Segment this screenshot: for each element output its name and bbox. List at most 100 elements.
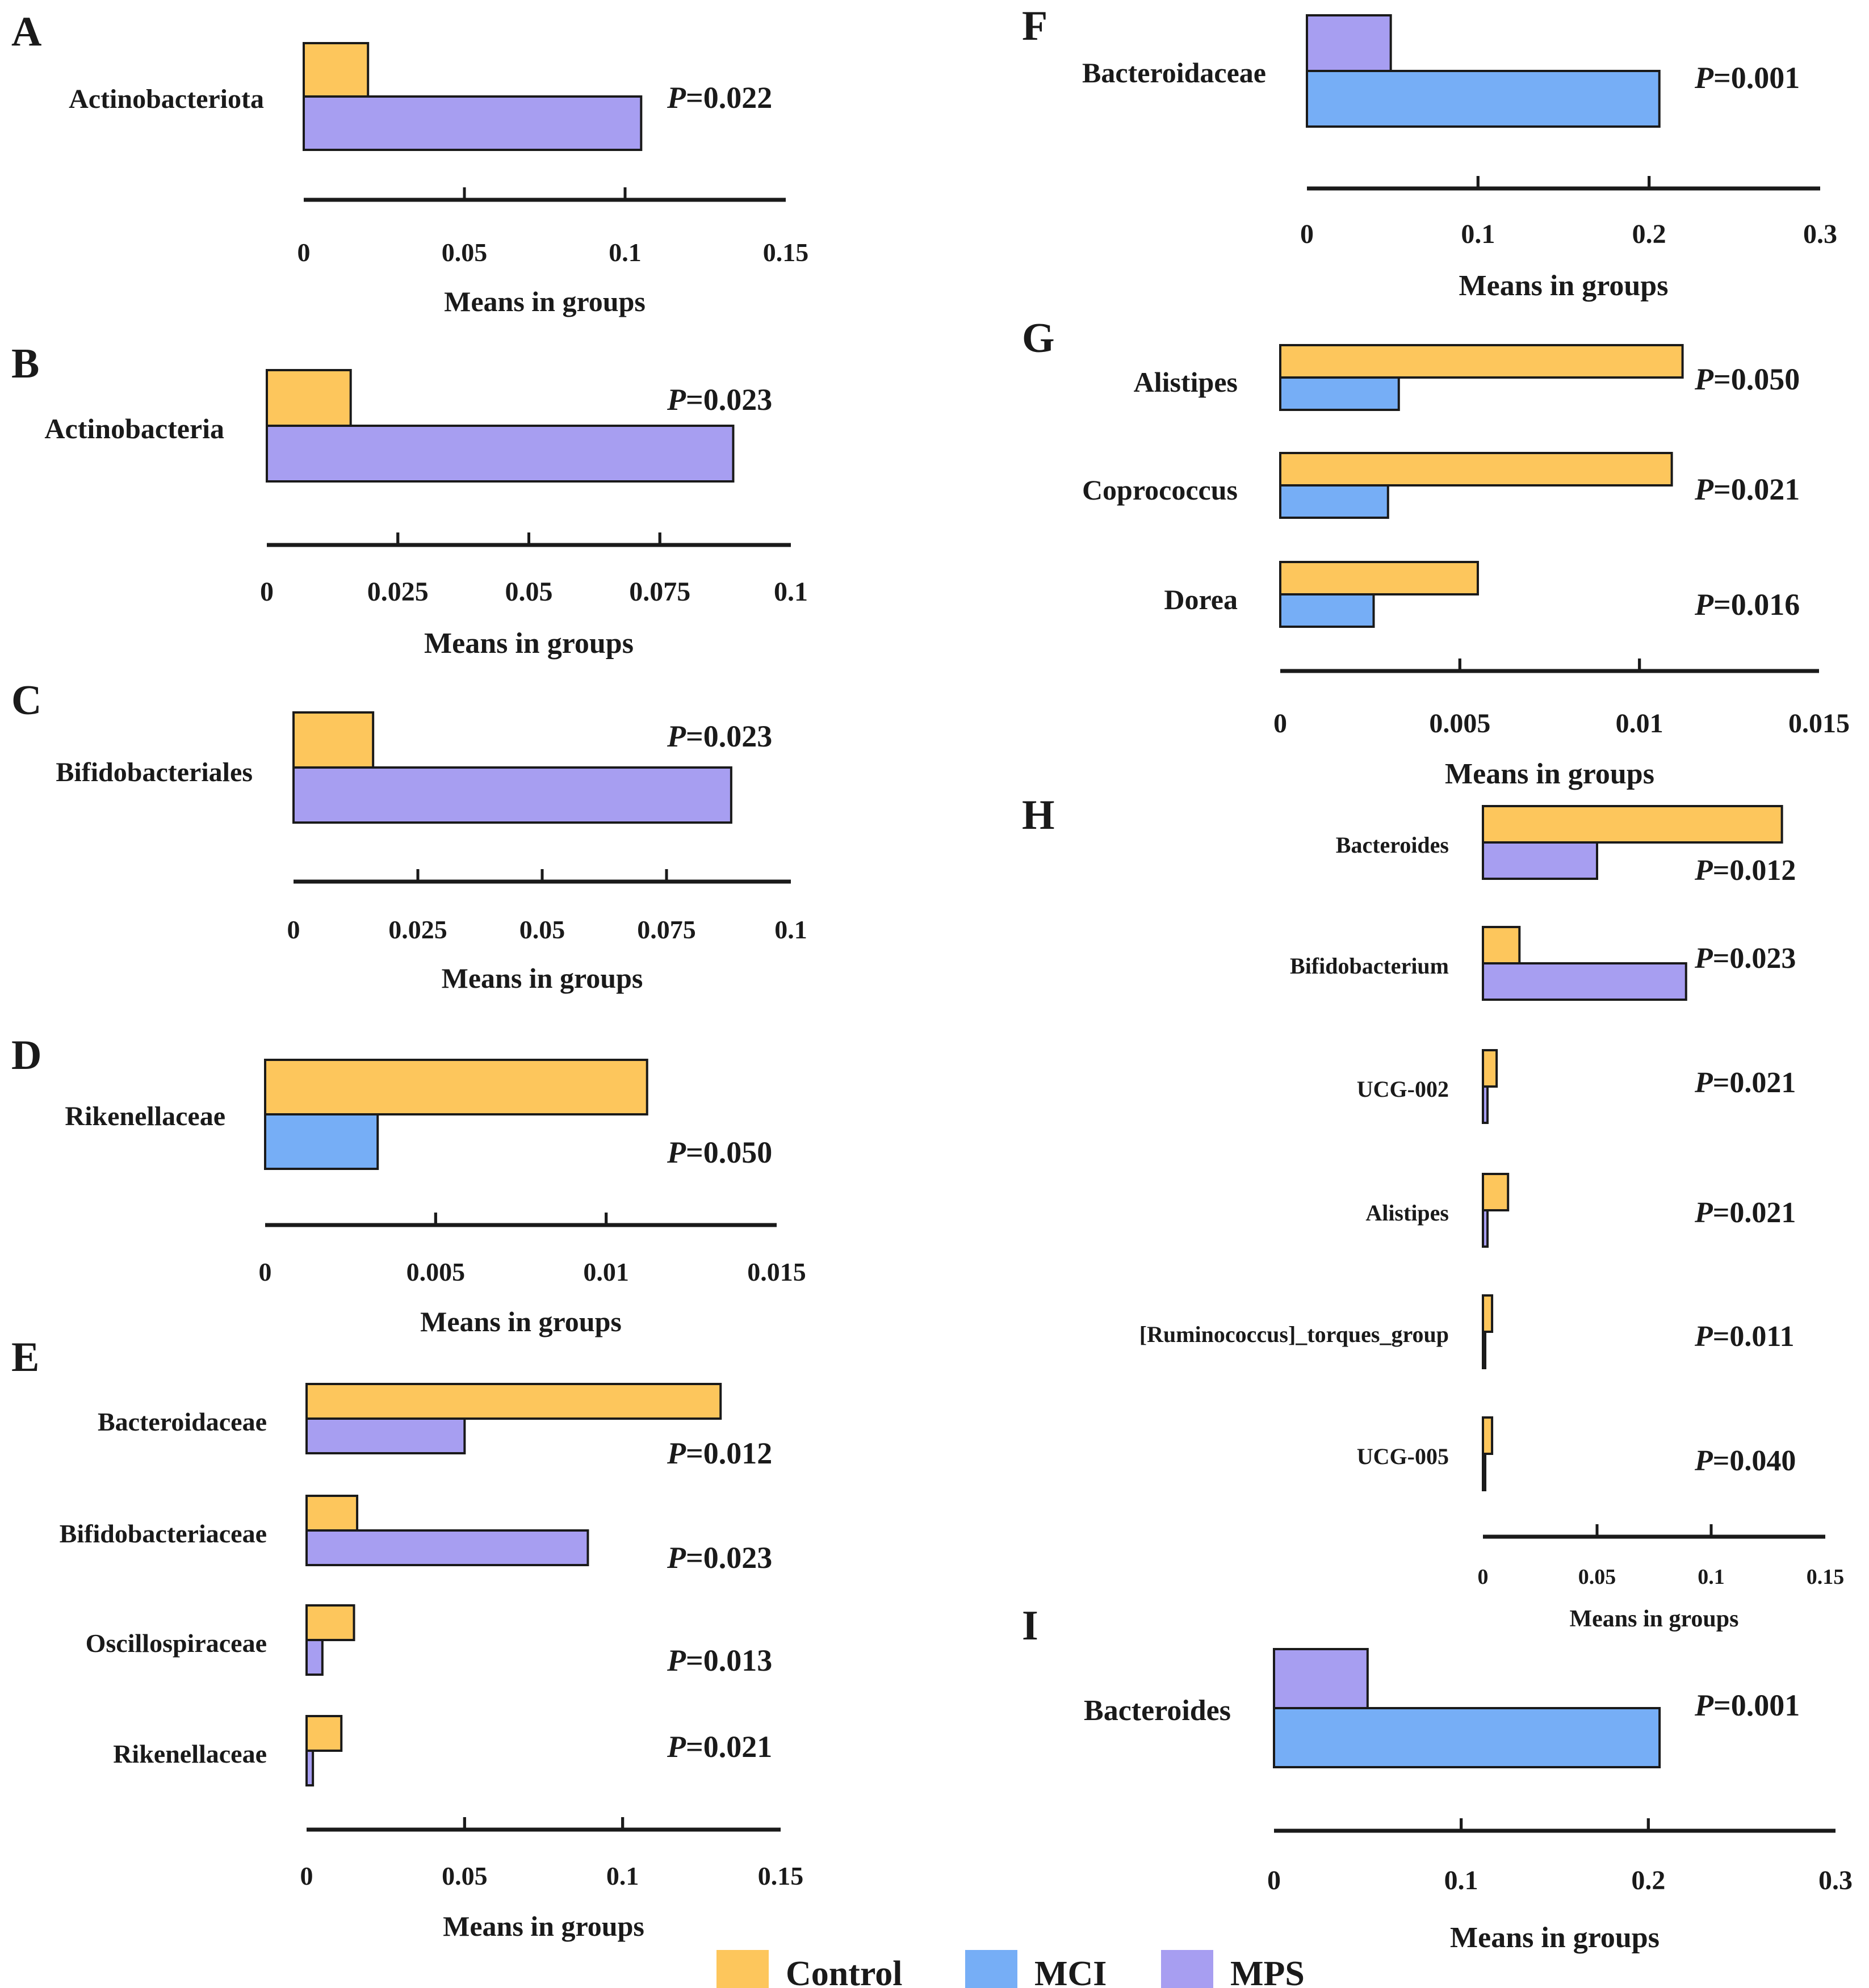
bar-mps [292, 766, 732, 824]
p-value-label: P=0.023 [667, 383, 772, 417]
x-axis-title: Means in groups [443, 1910, 644, 1942]
panel-c: C Bifidobacteriales P=0.023 0 0.025 0.05 0.075… [11, 677, 807, 994]
tick-label: 0 [300, 1861, 313, 1890]
tick-label: 0 [1267, 1865, 1281, 1895]
legend-swatch-mci [965, 1950, 1017, 1988]
category-label: [Ruminococcus]_torques_group [1139, 1322, 1449, 1347]
panel-i: I Bacteroides P=0.001 0 0.1 0.2 0.3 Means in gr… [1022, 1603, 1853, 1954]
p-symbol: P [667, 81, 686, 115]
p-symbol: P [1694, 942, 1713, 975]
p-value-label: P=0.012 [667, 1436, 772, 1470]
panel-letter: B [11, 341, 39, 387]
category-label: Bifidobacteriales [56, 757, 253, 787]
bar-mci [1306, 70, 1661, 128]
bar-mps [1482, 1453, 1487, 1491]
bar-mci [1273, 1707, 1661, 1768]
bar-mps [305, 1417, 466, 1454]
p-symbol: P [1694, 1067, 1713, 1099]
p-value-label: P=0.011 [1694, 1320, 1795, 1353]
bar-mci [1279, 376, 1400, 411]
p-symbol: P [1694, 1445, 1713, 1477]
bar-control [303, 42, 370, 98]
p-value-label: P=0.023 [1694, 942, 1796, 975]
bar-mps [303, 95, 643, 151]
p-symbol: P [1694, 362, 1714, 396]
bar-mps [1482, 1331, 1487, 1369]
bar-control [266, 369, 352, 427]
tick-label: 0.1 [774, 915, 807, 944]
tick-label: 0.05 [442, 238, 488, 267]
bar-control [1482, 1173, 1510, 1211]
p-value: =0.021 [1713, 1067, 1796, 1099]
p-value: =0.021 [1713, 472, 1800, 506]
p-symbol: P [1694, 1197, 1713, 1229]
p-value-label: P=0.016 [1694, 588, 1800, 622]
bar-mps [1482, 1209, 1489, 1248]
bar-mci [264, 1113, 379, 1170]
p-symbol: P [667, 1135, 686, 1169]
tick-label: 0.1 [606, 1861, 639, 1890]
tick-label: 0.1 [1461, 219, 1495, 249]
tick-label: 0 [1300, 219, 1314, 249]
tick-label: 0.1 [774, 577, 808, 607]
p-symbol: P [667, 1643, 686, 1677]
x-axis-title: Means in groups [420, 1306, 622, 1337]
tick-label: 0.3 [1803, 219, 1837, 249]
p-symbol: P [1694, 1688, 1714, 1722]
tick-label: 0.05 [505, 577, 553, 607]
x-axis-title: Means in groups [444, 286, 646, 317]
p-value-label: P=0.022 [667, 81, 772, 115]
p-value: =0.001 [1713, 1688, 1800, 1722]
bar-control [305, 1715, 343, 1752]
bar-mps [1482, 1085, 1489, 1124]
p-symbol: P [667, 383, 686, 417]
p-value: =0.016 [1713, 588, 1800, 622]
bar-control [1279, 344, 1684, 379]
category-label: Alistipes [1134, 366, 1238, 398]
bar-mps [305, 1750, 315, 1786]
p-value-label: P=0.040 [1694, 1445, 1796, 1477]
category-label: Alistipes [1365, 1200, 1449, 1226]
x-axis-title: Means in groups [442, 962, 643, 994]
bar-control [305, 1495, 359, 1532]
tick-label: 0.15 [763, 238, 809, 267]
category-label: Bifidobacteriaceae [60, 1519, 267, 1548]
panel-letter: A [11, 9, 41, 55]
bar-mps [305, 1639, 324, 1676]
p-value: =0.021 [1713, 1197, 1796, 1229]
category-label: UCG-005 [1357, 1444, 1449, 1469]
tick-label: 0.015 [747, 1257, 806, 1286]
tick-label: 0.1 [609, 238, 642, 267]
x-axis-title: Means in groups [1450, 1922, 1660, 1954]
p-value: =0.023 [686, 719, 772, 753]
panel-letter: G [1022, 315, 1055, 362]
bar-control [292, 711, 375, 769]
category-label: Bifidobacterium [1290, 953, 1449, 979]
x-axis-title: Means in groups [1445, 758, 1654, 790]
category-label: Bacteroides [1084, 1695, 1231, 1727]
tick-label: 0.01 [583, 1257, 629, 1286]
tick-label: 0 [259, 1257, 272, 1286]
category-label: Actinobacteria [44, 413, 224, 444]
p-value-label: P=0.023 [667, 1541, 772, 1575]
panel-f: F Bacteroidaceae P=0.001 0 0.1 0.2 0.3 Means in… [1022, 3, 1837, 302]
p-value: =0.022 [686, 81, 772, 115]
panel-letter: I [1022, 1603, 1038, 1649]
panel-a: A Actinobacteriota P=0.022 0 0.05 0.1 0.15 Mean… [11, 9, 808, 317]
bar-mps [1482, 962, 1687, 1001]
p-symbol: P [1694, 472, 1714, 506]
p-symbol: P [1694, 1320, 1713, 1353]
tick-label: 0.3 [1818, 1865, 1853, 1895]
p-symbol: P [1694, 61, 1714, 95]
p-symbol: P [667, 1436, 686, 1470]
bar-control [1482, 1294, 1494, 1333]
p-value: =0.013 [686, 1643, 772, 1677]
bar-control [264, 1059, 648, 1115]
panel-letter: H [1022, 792, 1055, 838]
tick-label: 0 [1478, 1565, 1489, 1589]
tick-label: 0.2 [1631, 1865, 1665, 1895]
panel-d: D Rikenellaceae P=0.050 0 0.005 0.01 0.015 Mean… [11, 1032, 806, 1337]
